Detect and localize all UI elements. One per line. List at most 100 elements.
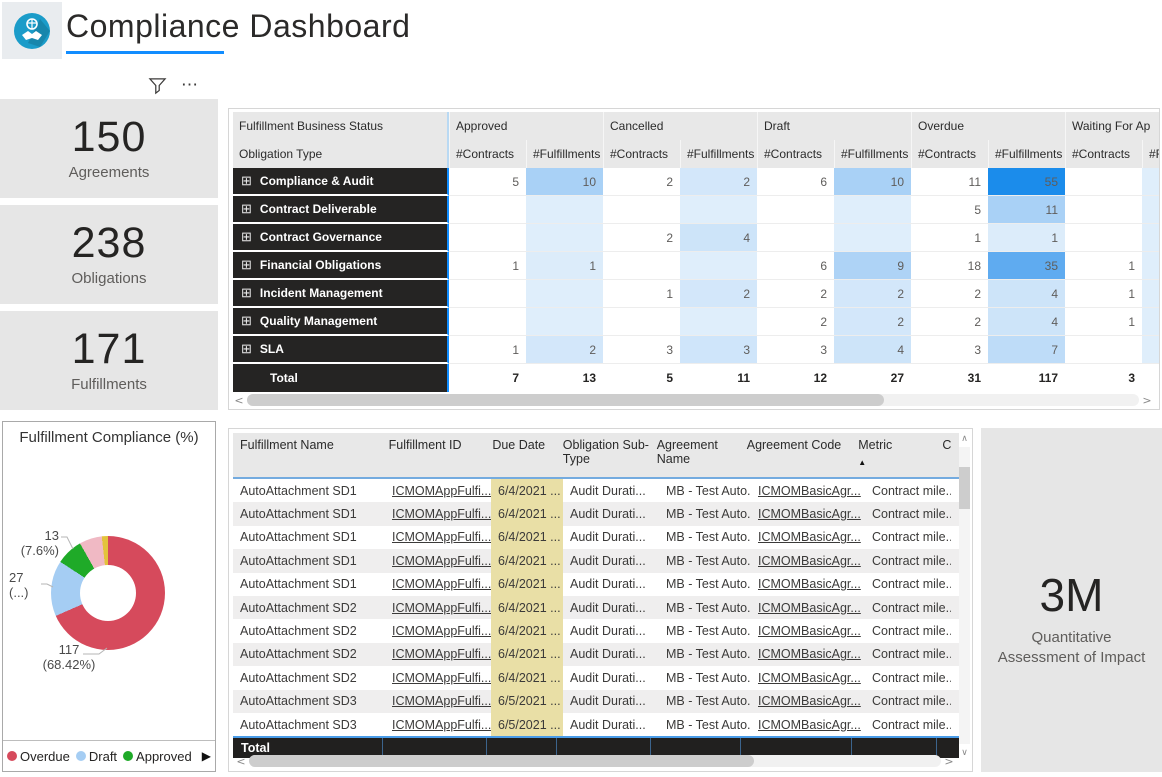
code-link[interactable]: ICMOMBasicAgr... <box>751 619 865 642</box>
scroll-left-icon[interactable]: < <box>231 394 247 407</box>
scrollbar-thumb[interactable] <box>247 394 884 406</box>
id-link[interactable]: ICMOMAppFulfi... <box>385 690 491 713</box>
matrix-cell <box>449 308 526 336</box>
expand-icon[interactable]: ⊞ <box>241 173 252 189</box>
table-row: AutoAttachment SD2ICMOMAppFulfi...6/4/20… <box>233 596 959 619</box>
page-title: Compliance Dashboard <box>66 8 410 45</box>
matrix-cell: 10 <box>834 168 911 196</box>
code-link[interactable]: ICMOMBasicAgr... <box>751 643 865 666</box>
scroll-right-icon[interactable]: > <box>1139 394 1155 407</box>
matrix-subcolumn-header[interactable]: #Fulfillments <box>988 140 1065 168</box>
column-header-4[interactable]: Obligation Sub-Type <box>556 433 650 477</box>
sort-ascending-icon[interactable]: ▲ <box>858 458 935 467</box>
scrollbar-track[interactable] <box>249 755 941 767</box>
id-link[interactable]: ICMOMAppFulfi... <box>385 479 491 502</box>
column-header-1[interactable]: Fulfillment Name <box>233 433 382 477</box>
matrix-subcolumn-header[interactable]: #Contracts <box>603 140 680 168</box>
scrollbar-thumb[interactable] <box>959 467 970 509</box>
matrix-row-header[interactable]: ⊞Contract Governance <box>233 224 449 252</box>
matrix-row-label: Financial Obligations <box>260 258 381 272</box>
expand-icon[interactable]: ⊞ <box>241 229 252 245</box>
expand-icon[interactable]: ⊞ <box>241 285 252 301</box>
matrix-row-header[interactable]: ⊞Quality Management <box>233 308 449 336</box>
id-link[interactable]: ICMOMAppFulfi... <box>385 596 491 619</box>
column-header-2[interactable]: Fulfillment ID <box>382 433 486 477</box>
matrix-cell <box>603 308 680 336</box>
legend-item-overdue[interactable]: Overdue <box>7 749 70 764</box>
legend-item-draft[interactable]: Draft <box>76 749 117 764</box>
more-options-icon[interactable]: ⋯ <box>181 75 199 95</box>
code-link[interactable]: ICMOMBasicAgr... <box>751 596 865 619</box>
expand-icon[interactable]: ⊞ <box>241 201 252 217</box>
id-link[interactable]: ICMOMAppFulfi... <box>385 643 491 666</box>
matrix-group-header[interactable]: Overdue <box>911 112 1065 140</box>
matrix-corner-title: Fulfillment Business Status <box>233 112 449 140</box>
scroll-right-icon[interactable]: > <box>941 755 957 768</box>
code-link[interactable]: ICMOMBasicAgr... <box>751 713 865 736</box>
name-cell: AutoAttachment SD1 <box>233 526 385 549</box>
scrollbar-thumb[interactable] <box>249 755 754 767</box>
code-link[interactable]: ICMOMBasicAgr... <box>751 526 865 549</box>
column-header-7[interactable]: Metric▲ <box>851 433 935 477</box>
code-link[interactable]: ICMOMBasicAgr... <box>751 690 865 713</box>
matrix-subcolumn-header[interactable]: #Fulfillments <box>680 140 757 168</box>
kpi-card-fulfillments: 171Fulfillments <box>0 311 218 410</box>
column-header-8[interactable]: C <box>935 433 959 477</box>
matrix-subcolumn-header[interactable]: #Contracts <box>1065 140 1142 168</box>
matrix-subcolumn-header[interactable]: #Fulfillments <box>1142 140 1160 168</box>
id-link[interactable]: ICMOMAppFulfi... <box>385 573 491 596</box>
matrix-total-cell <box>1142 364 1160 392</box>
matrix-group-header[interactable]: Approved <box>449 112 603 140</box>
column-header-6[interactable]: Agreement Code <box>740 433 852 477</box>
matrix-cell: 11 <box>911 168 988 196</box>
id-link[interactable]: ICMOMAppFulfi... <box>385 549 491 572</box>
subtype-cell: Audit Durati... <box>563 713 659 736</box>
code-link[interactable]: ICMOMBasicAgr... <box>751 666 865 689</box>
code-link[interactable]: ICMOMBasicAgr... <box>751 479 865 502</box>
metric-cell: Contract mile... <box>865 666 951 689</box>
legend-next-icon[interactable]: ▶ <box>202 749 211 763</box>
scroll-up-icon[interactable]: ∧ <box>958 433 971 444</box>
expand-icon[interactable]: ⊞ <box>241 341 252 357</box>
scroll-left-icon[interactable]: < <box>233 755 249 768</box>
matrix-subcolumn-header[interactable]: #Fulfillments <box>834 140 911 168</box>
code-link[interactable]: ICMOMBasicAgr... <box>751 502 865 525</box>
matrix-row-header[interactable]: ⊞Compliance & Audit <box>233 168 449 196</box>
matrix-row-header[interactable]: ⊞SLA <box>233 336 449 364</box>
table-vertical-scrollbar[interactable]: ∧ ∨ <box>958 433 971 758</box>
column-header-5[interactable]: Agreement Name <box>650 433 740 477</box>
id-link[interactable]: ICMOMAppFulfi... <box>385 666 491 689</box>
id-link[interactable]: ICMOMAppFulfi... <box>385 502 491 525</box>
matrix-subcolumn-header[interactable]: #Fulfillments <box>526 140 603 168</box>
matrix-group-header[interactable]: Cancelled <box>603 112 757 140</box>
code-link[interactable]: ICMOMBasicAgr... <box>751 549 865 572</box>
matrix-subcolumn-header[interactable]: #Contracts <box>757 140 834 168</box>
matrix-group-header[interactable]: Waiting For Ap <box>1065 112 1160 140</box>
legend-item-approved[interactable]: Approved <box>123 749 192 764</box>
matrix-row-header[interactable]: ⊞Incident Management <box>233 280 449 308</box>
kpi-value: 238 <box>0 219 218 268</box>
matrix-cell: 5 <box>911 196 988 224</box>
matrix-cell <box>449 224 526 252</box>
id-link[interactable]: ICMOMAppFulfi... <box>385 619 491 642</box>
column-header-3[interactable]: Due Date <box>485 433 555 477</box>
matrix-row-header[interactable]: ⊞ Financial Obligations <box>233 252 449 280</box>
expand-icon[interactable]: ⊞ <box>241 257 252 273</box>
scroll-down-icon[interactable]: ∨ <box>958 747 971 758</box>
matrix-cell: 3 <box>680 336 757 364</box>
id-link[interactable]: ICMOMAppFulfi... <box>385 713 491 736</box>
scrollbar-track[interactable] <box>247 394 1139 406</box>
table-horizontal-scrollbar[interactable]: < > <box>233 754 957 768</box>
matrix-group-header[interactable]: Draft <box>757 112 911 140</box>
id-link[interactable]: ICMOMAppFulfi... <box>385 526 491 549</box>
matrix-total-cell: 27 <box>834 364 911 392</box>
expand-icon[interactable]: ⊞ <box>241 313 252 329</box>
filter-icon[interactable] <box>148 76 167 95</box>
matrix-horizontal-scrollbar[interactable]: < > <box>231 393 1155 407</box>
matrix-row-header[interactable]: ⊞Contract Deliverable <box>233 196 449 224</box>
matrix-subcolumn-header[interactable]: #Contracts <box>911 140 988 168</box>
code-link[interactable]: ICMOMBasicAgr... <box>751 573 865 596</box>
name-cell: AutoAttachment SD2 <box>233 596 385 619</box>
agreement-cell: MB - Test Auto... <box>659 619 751 642</box>
matrix-subcolumn-header[interactable]: #Contracts <box>449 140 526 168</box>
